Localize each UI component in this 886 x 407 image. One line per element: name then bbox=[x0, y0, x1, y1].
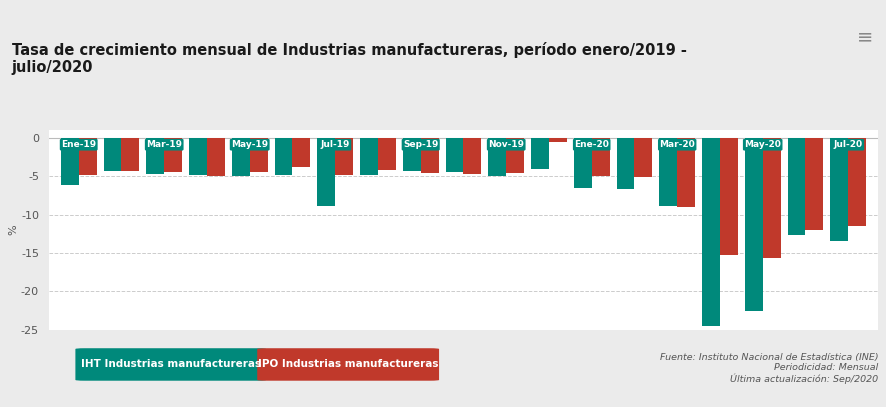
Bar bbox=[787, 138, 804, 234]
Bar bbox=[847, 138, 866, 226]
Text: Nov-19: Nov-19 bbox=[487, 140, 524, 149]
Bar bbox=[506, 138, 524, 173]
Bar bbox=[60, 138, 79, 186]
Bar bbox=[317, 138, 335, 206]
Text: Sep-19: Sep-19 bbox=[402, 140, 438, 149]
Bar bbox=[616, 138, 633, 189]
Text: IHT Industrias manufactureras: IHT Industrias manufactureras bbox=[81, 359, 260, 370]
Bar bbox=[487, 138, 506, 176]
Bar bbox=[829, 138, 847, 241]
Bar bbox=[548, 138, 566, 142]
Bar bbox=[231, 138, 250, 176]
Text: Mar-20: Mar-20 bbox=[658, 140, 695, 149]
Text: Ene-20: Ene-20 bbox=[573, 140, 609, 149]
Bar bbox=[146, 138, 164, 174]
Bar bbox=[531, 138, 548, 168]
Bar bbox=[762, 138, 780, 258]
Bar bbox=[360, 138, 377, 175]
Bar bbox=[804, 138, 822, 230]
Bar bbox=[701, 138, 719, 326]
Bar bbox=[335, 138, 353, 175]
Bar bbox=[79, 138, 97, 175]
Bar bbox=[591, 138, 609, 176]
Text: Jul-20: Jul-20 bbox=[833, 140, 862, 149]
Text: Fuente: Instituto Nacional de Estadística (INE)
Periodicidad: Mensual
Última act: Fuente: Instituto Nacional de Estadístic… bbox=[659, 352, 877, 384]
Bar bbox=[164, 138, 182, 173]
Bar bbox=[573, 138, 591, 188]
Text: ≡: ≡ bbox=[856, 27, 872, 46]
FancyBboxPatch shape bbox=[75, 348, 266, 381]
Bar bbox=[420, 138, 439, 173]
Text: May-20: May-20 bbox=[743, 140, 781, 149]
FancyBboxPatch shape bbox=[257, 348, 439, 381]
Bar bbox=[445, 138, 463, 173]
Text: Tasa de crecimiento mensual de Industrias manufactureras, período enero/2019 -
j: Tasa de crecimiento mensual de Industria… bbox=[12, 42, 686, 75]
Bar bbox=[744, 138, 762, 311]
Bar bbox=[633, 138, 652, 177]
Bar bbox=[250, 138, 268, 173]
Bar bbox=[719, 138, 737, 254]
Bar bbox=[104, 138, 121, 171]
Bar bbox=[377, 138, 395, 170]
Text: Mar-19: Mar-19 bbox=[146, 140, 182, 149]
Text: IPO Industrias manufactureras: IPO Industrias manufactureras bbox=[258, 359, 438, 370]
Bar bbox=[463, 138, 481, 174]
Bar bbox=[189, 138, 206, 175]
Bar bbox=[206, 138, 225, 176]
Text: May-19: May-19 bbox=[231, 140, 268, 149]
Bar bbox=[676, 138, 695, 207]
Bar bbox=[658, 138, 676, 206]
Text: Jul-19: Jul-19 bbox=[320, 140, 349, 149]
Bar bbox=[292, 138, 310, 167]
Y-axis label: %: % bbox=[8, 225, 18, 235]
Bar bbox=[121, 138, 139, 171]
Bar bbox=[274, 138, 292, 175]
Bar bbox=[402, 138, 420, 171]
Text: Ene-19: Ene-19 bbox=[61, 140, 97, 149]
